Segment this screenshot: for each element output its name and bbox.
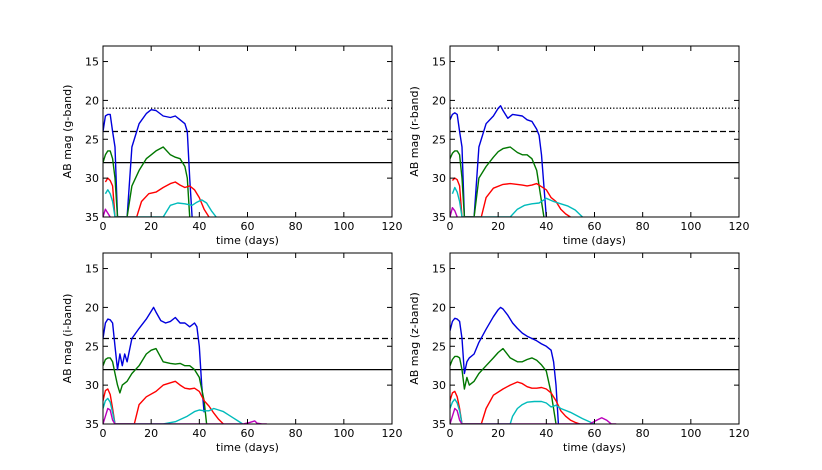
series-line-red — [104, 177, 210, 217]
y-axis-label: AB mag (r-band) — [408, 86, 421, 177]
series-line-cyan — [104, 189, 217, 217]
x-tick-label: 100 — [680, 220, 701, 233]
series-line-green — [103, 347, 208, 424]
series-line-magenta — [103, 407, 267, 424]
x-tick-label: 0 — [447, 220, 454, 233]
y-tick-label: 20 — [85, 301, 99, 314]
series-line-green — [450, 347, 557, 424]
x-tick-label: 60 — [588, 220, 602, 233]
x-tick-label: 40 — [192, 427, 206, 440]
y-tick-label: 35 — [85, 418, 99, 431]
y-axis-label: AB mag (g-band) — [61, 85, 74, 179]
x-tick-label: 60 — [588, 427, 602, 440]
series-line-magenta — [450, 206, 458, 217]
y-tick-label: 20 — [85, 94, 99, 107]
y-tick-label: 25 — [85, 340, 99, 353]
y-tick-label: 30 — [85, 379, 99, 392]
series-line-magenta — [103, 208, 111, 217]
x-tick-label: 40 — [539, 427, 553, 440]
y-tick-label: 35 — [85, 211, 99, 224]
x-axis-label: time (days) — [216, 234, 279, 247]
x-tick-label: 100 — [333, 427, 354, 440]
x-axis-label: time (days) — [563, 441, 626, 454]
series-line-red — [450, 381, 581, 424]
panel-top-right: 0 20 40 60 80 100 120 15 20 25 30 35 time (days) AB m… — [408, 45, 750, 247]
x-tick-label: 0 — [447, 427, 454, 440]
y-tick-label: 20 — [432, 94, 446, 107]
series-line-cyan — [450, 398, 595, 424]
x-tick-label: 120 — [382, 427, 403, 440]
x-tick-label: 60 — [241, 220, 255, 233]
x-tick-label: 80 — [289, 220, 303, 233]
series-line-red — [103, 380, 224, 424]
series-line-cyan — [451, 186, 583, 217]
x-tick-label: 40 — [192, 220, 206, 233]
x-tick-label: 40 — [539, 220, 553, 233]
x-tick-label: 80 — [289, 427, 303, 440]
y-tick-label: 35 — [432, 211, 446, 224]
x-tick-label: 20 — [144, 427, 158, 440]
x-tick-label: 0 — [100, 220, 107, 233]
x-axis-label: time (days) — [216, 441, 279, 454]
y-tick-label: 30 — [85, 172, 99, 185]
x-tick-label: 100 — [333, 220, 354, 233]
series-line-blue — [450, 105, 547, 217]
y-tick-label: 30 — [432, 379, 446, 392]
series-line-magenta — [450, 407, 617, 424]
y-tick-label: 35 — [432, 418, 446, 431]
series-line-red — [451, 177, 571, 217]
x-tick-label: 80 — [636, 427, 650, 440]
series-line-green — [103, 146, 191, 217]
y-tick-label: 20 — [432, 301, 446, 314]
x-tick-label: 60 — [241, 427, 255, 440]
x-tick-label: 120 — [729, 220, 750, 233]
x-tick-label: 20 — [144, 220, 158, 233]
x-axis-label: time (days) — [563, 234, 626, 247]
y-tick-label: 25 — [85, 133, 99, 146]
panel-top-left: 0 20 40 60 80 100 120 15 20 25 30 35 time (days) AB m… — [61, 45, 403, 247]
y-tick-label: 15 — [432, 263, 446, 276]
x-tick-label: 120 — [729, 427, 750, 440]
series-line-blue — [103, 108, 193, 217]
x-tick-label: 0 — [100, 427, 107, 440]
y-axis-label: AB mag (z-band) — [408, 292, 421, 385]
x-tick-label: 80 — [636, 220, 650, 233]
y-tick-label: 15 — [85, 56, 99, 69]
series-line-green — [450, 146, 545, 217]
y-tick-label: 25 — [432, 340, 446, 353]
x-tick-label: 100 — [680, 427, 701, 440]
x-tick-label: 20 — [491, 220, 505, 233]
y-tick-label: 30 — [432, 172, 446, 185]
y-tick-label: 25 — [432, 133, 446, 146]
x-tick-label: 120 — [382, 220, 403, 233]
panel-bottom-left: 0 20 40 60 80 100 120 15 20 25 30 35 time (days) AB m… — [61, 252, 403, 454]
y-axis-label: AB mag (i-band) — [61, 294, 74, 384]
y-tick-label: 15 — [85, 263, 99, 276]
series-line-blue — [450, 306, 560, 424]
x-tick-label: 20 — [491, 427, 505, 440]
y-tick-label: 15 — [432, 56, 446, 69]
panel-bottom-right: 0 20 40 60 80 100 120 15 20 25 30 35 time (days) AB m… — [408, 252, 750, 454]
series-line-blue — [103, 306, 205, 413]
series-line-cyan — [103, 397, 244, 424]
